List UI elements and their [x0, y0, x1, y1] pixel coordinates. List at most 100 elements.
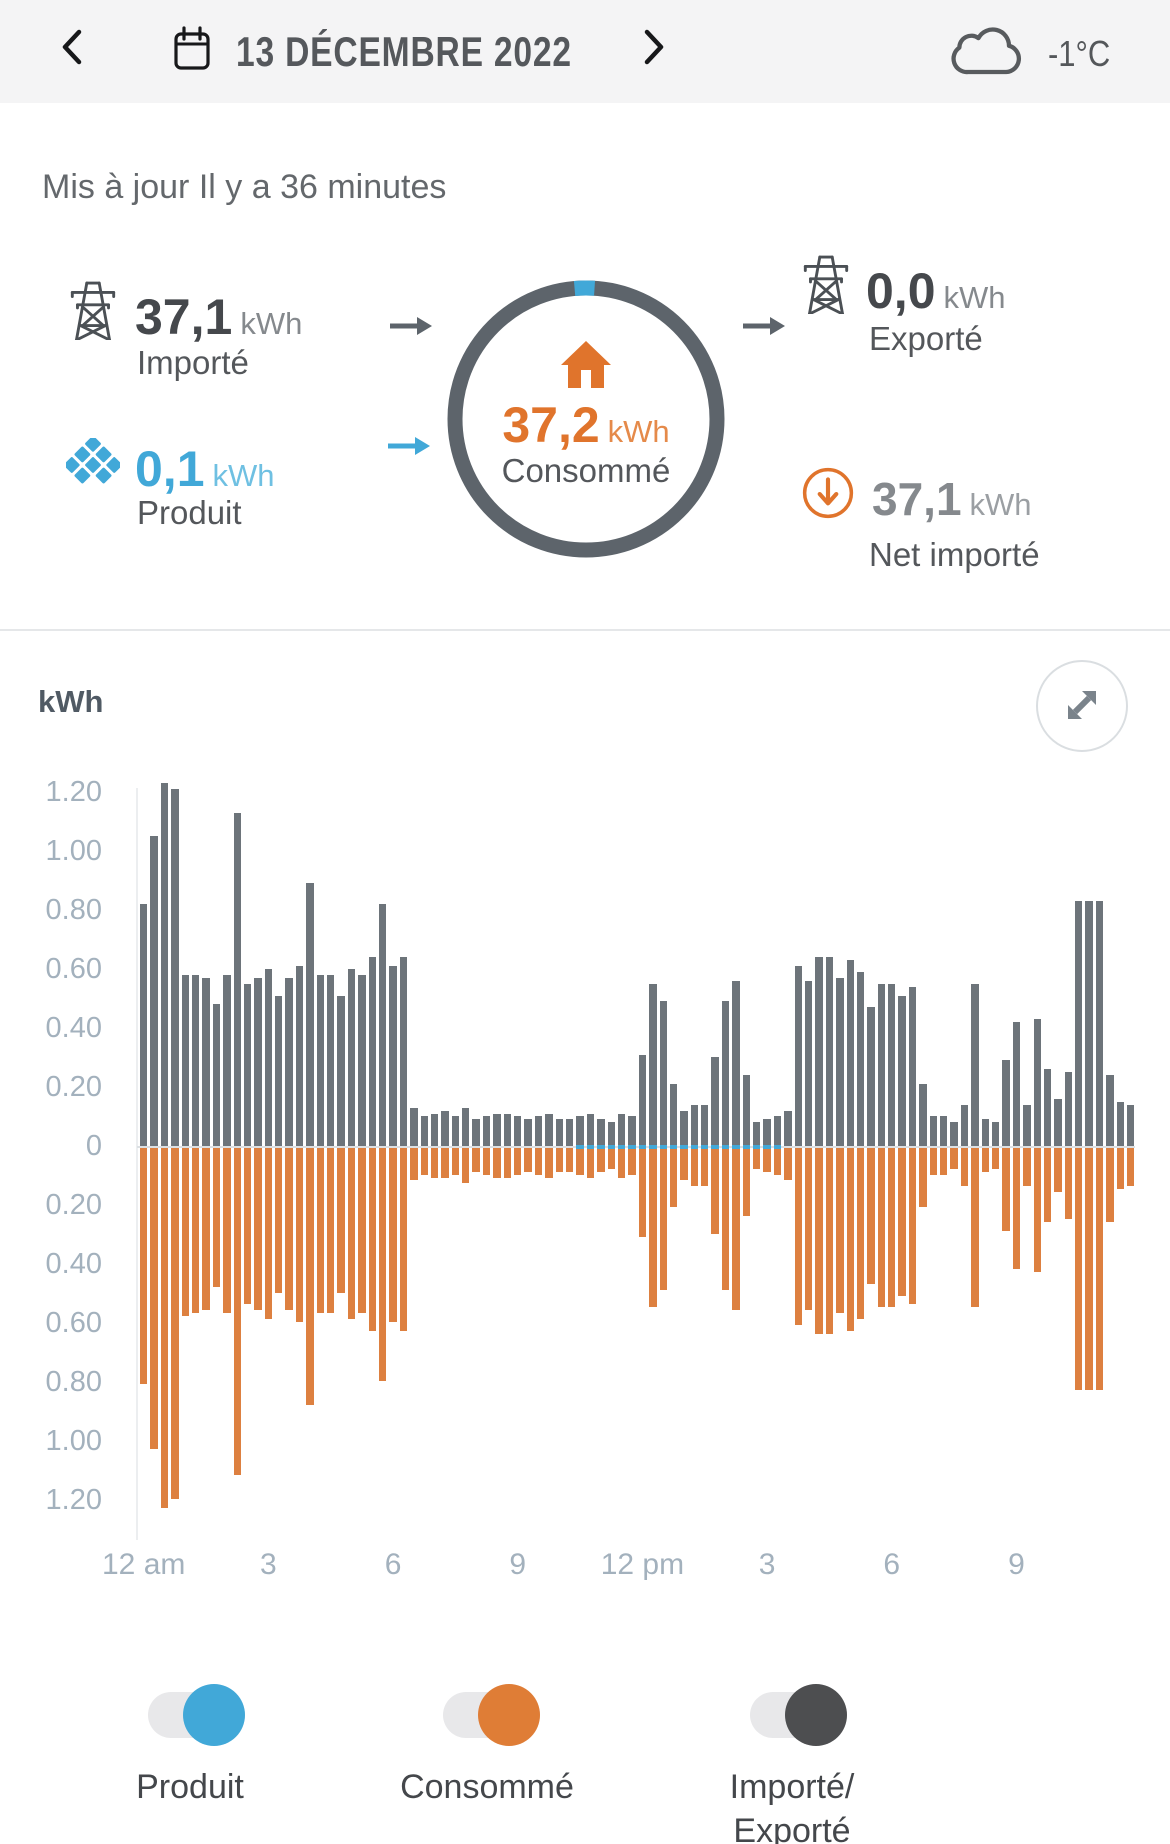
- next-day-button[interactable]: [640, 27, 668, 67]
- imported-bar: [223, 975, 231, 1146]
- consumed-bar: [160, 1148, 169, 1508]
- produced-bar: [638, 1145, 647, 1149]
- x-axis-tick-label: 6: [883, 1548, 901, 1581]
- imported-bar: [171, 789, 179, 1146]
- y-axis-line: [136, 788, 138, 1540]
- consumed-bar: [919, 1148, 927, 1207]
- consumption-ring: [446, 279, 726, 564]
- consumed-bar: [960, 1148, 969, 1186]
- consumed-bar: [991, 1148, 1000, 1169]
- consumed-bar: [358, 1148, 366, 1313]
- imported-unit: kWh: [240, 306, 303, 341]
- previous-day-button[interactable]: [58, 27, 86, 67]
- imported-bar: [1064, 1072, 1073, 1146]
- imported-bar: [472, 1119, 480, 1146]
- expand-chart-button[interactable]: [1036, 660, 1128, 752]
- toggle-produced[interactable]: [148, 1684, 245, 1746]
- toggle-consumed[interactable]: [443, 1684, 540, 1746]
- consumed-bar: [275, 1148, 283, 1293]
- produced-bar: [753, 1145, 761, 1149]
- consumed-bar: [950, 1148, 958, 1169]
- imported-bar: [836, 978, 844, 1146]
- produced-bar: [607, 1145, 615, 1149]
- energy-bar-chart[interactable]: [137, 780, 1135, 1540]
- imported-bar: [669, 1084, 678, 1146]
- produced-bar: [576, 1145, 584, 1149]
- x-axis-tick-label: 9: [1008, 1548, 1025, 1581]
- imported-bar: [1033, 1019, 1041, 1146]
- consumed-unit: kWh: [607, 414, 670, 449]
- imported-label: Importé: [137, 344, 249, 381]
- produced-unit: kWh: [212, 458, 275, 493]
- produced-bar: [732, 1145, 740, 1149]
- imported-bar: [971, 984, 979, 1146]
- consumed-bar: [617, 1148, 626, 1178]
- consumed-bar: [555, 1148, 563, 1172]
- consumed-value-row: 37,2 kWh: [446, 396, 726, 454]
- produced-value-row: 0,1 kWh: [135, 440, 275, 498]
- x-axis-tick-label: 6: [384, 1548, 402, 1581]
- consumed-bar: [378, 1148, 387, 1381]
- temperature-label: -1°C: [1048, 32, 1111, 74]
- exported-unit: kWh: [943, 280, 1006, 315]
- imported-bar: [1127, 1105, 1135, 1146]
- imported-bar: [919, 1084, 927, 1146]
- toggle-knob: [785, 1684, 847, 1746]
- imported-bar: [243, 984, 252, 1146]
- imported-bar: [493, 1114, 501, 1146]
- imported-bar: [721, 1001, 730, 1146]
- consumed-bar: [233, 1148, 241, 1475]
- consumed-bar: [680, 1148, 688, 1180]
- imported-bar: [1116, 1102, 1125, 1146]
- consumed-bar: [212, 1148, 221, 1287]
- consumed-bar: [420, 1148, 428, 1175]
- consumed-bar: [669, 1148, 678, 1207]
- consumed-bar: [1002, 1148, 1010, 1231]
- consumed-bar: [940, 1148, 948, 1175]
- imported-bar: [514, 1116, 522, 1146]
- consumed-bar: [295, 1148, 304, 1322]
- imported-bar: [638, 1055, 647, 1146]
- imported-bar: [202, 978, 210, 1146]
- toggle-imported-exported[interactable]: [750, 1684, 847, 1746]
- imported-bar: [763, 1119, 771, 1146]
- imported-bar: [140, 904, 148, 1146]
- consumed-bar: [399, 1148, 408, 1331]
- imported-bar: [347, 969, 356, 1146]
- consumed-bar: [784, 1148, 792, 1180]
- imported-bar: [815, 957, 823, 1146]
- imported-bar: [680, 1111, 688, 1146]
- imported-bar: [378, 904, 387, 1146]
- consumed-bar: [1023, 1148, 1031, 1186]
- consumed-bar: [836, 1148, 844, 1313]
- consumed-bar: [867, 1148, 875, 1284]
- chevron-left-icon: [58, 29, 86, 70]
- consumed-bar: [576, 1148, 584, 1175]
- consumed-bar: [243, 1148, 252, 1304]
- imported-bar: [732, 981, 740, 1146]
- consumed-bar: [898, 1148, 906, 1296]
- imported-bar: [306, 883, 314, 1146]
- imported-bar: [940, 1116, 948, 1146]
- imported-bar: [191, 975, 200, 1146]
- arrow-produced-to-home-icon: [386, 434, 432, 463]
- consumed-bar: [586, 1148, 595, 1178]
- consumed-bar: [638, 1148, 647, 1237]
- imported-bar: [555, 1119, 563, 1146]
- consumed-bar: [1075, 1148, 1083, 1390]
- imported-bar: [1054, 1099, 1062, 1146]
- imported-bar: [1043, 1069, 1052, 1146]
- consumed-bar: [368, 1148, 376, 1331]
- imported-bar: [981, 1119, 989, 1146]
- consumed-bar: [877, 1148, 886, 1307]
- consumed-bar: [482, 1148, 491, 1175]
- zero-axis-line: [137, 1146, 1135, 1148]
- date-picker[interactable]: 13 DÉCEMBRE 2022: [172, 25, 656, 78]
- consumed-bar: [150, 1148, 158, 1449]
- produced-bar: [690, 1145, 699, 1149]
- cloud-icon: [946, 24, 1030, 83]
- consumed-bar: [337, 1148, 345, 1293]
- power-pylon-export-icon: [801, 254, 851, 319]
- imported-bar: [649, 984, 657, 1146]
